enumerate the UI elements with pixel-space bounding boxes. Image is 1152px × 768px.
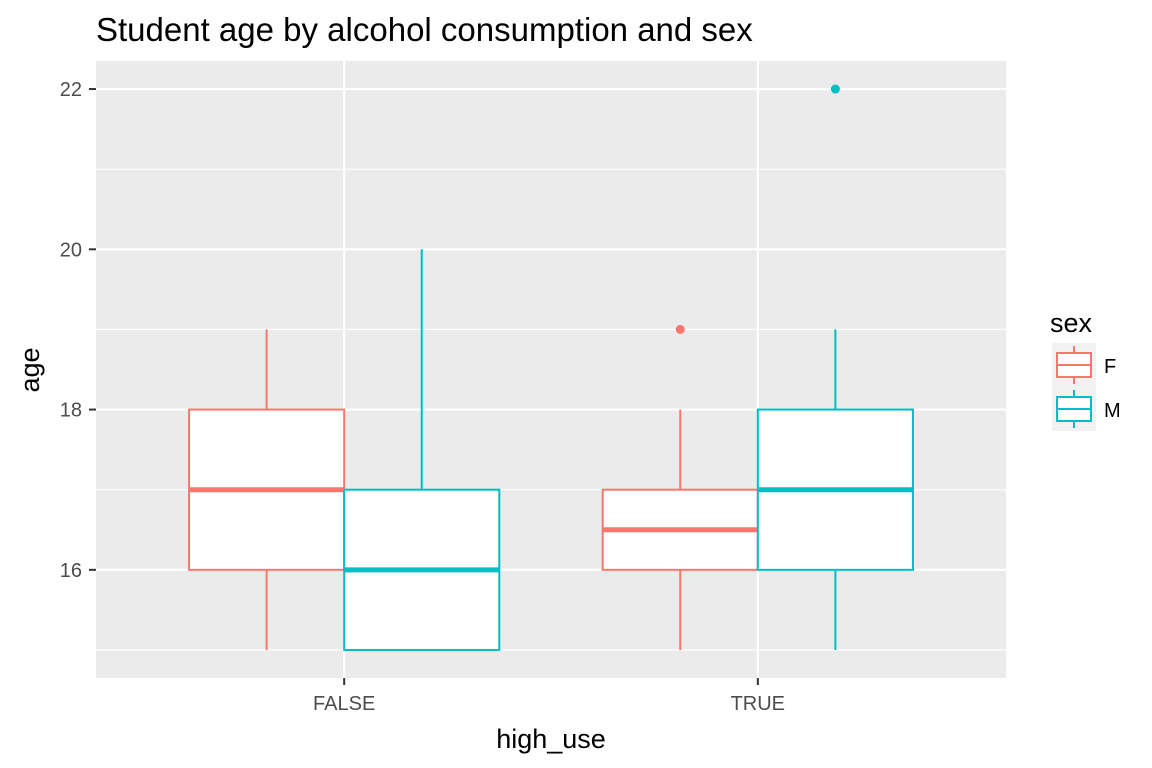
y-axis-title: age: [15, 347, 45, 392]
x-axis-title: high_use: [496, 724, 606, 754]
x-tick-label: FALSE: [313, 693, 375, 715]
chart-title: Student age by alcohol consumption and s…: [96, 11, 753, 48]
box-M-TRUE: [756, 84, 914, 650]
y-tick-label: 16: [60, 560, 82, 582]
legend-keys: FM: [1052, 343, 1121, 431]
y-tick-label: 22: [60, 79, 82, 101]
legend: sex FM: [1050, 308, 1121, 431]
legend-key-F: F: [1052, 343, 1116, 387]
box-F-FALSE: [188, 329, 346, 650]
y-tick-label: 20: [60, 239, 82, 261]
y-axis-ticks: 16 18 20 22: [60, 79, 96, 582]
box-M-FALSE: [343, 249, 501, 651]
x-tick-label: TRUE: [731, 693, 785, 715]
y-tick-label: 18: [60, 400, 82, 422]
plot-panel: [96, 61, 1006, 678]
legend-title: sex: [1050, 308, 1093, 338]
boxplots: [188, 84, 914, 651]
legend-key-M: M: [1052, 387, 1121, 431]
x-axis-ticks: FALSE TRUE: [313, 678, 785, 715]
outlier-point: [675, 324, 685, 334]
outlier-point: [830, 84, 840, 94]
legend-label: F: [1104, 356, 1116, 378]
legend-label: M: [1104, 400, 1121, 422]
